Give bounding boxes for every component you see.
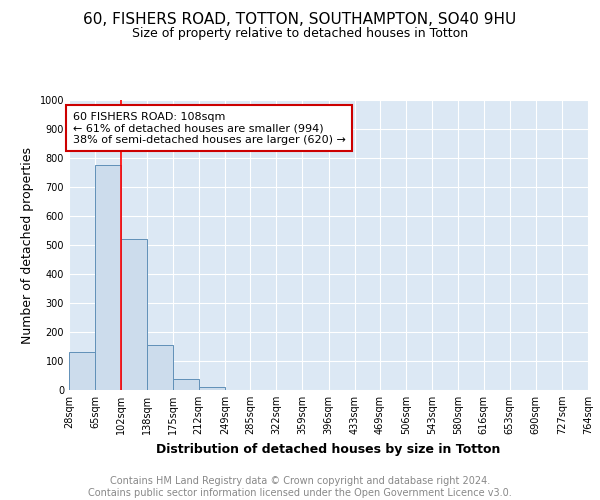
Text: 60, FISHERS ROAD, TOTTON, SOUTHAMPTON, SO40 9HU: 60, FISHERS ROAD, TOTTON, SOUTHAMPTON, S… (83, 12, 517, 28)
Bar (199, 386, 225, 390)
Y-axis label: Number of detached properties: Number of detached properties (21, 146, 34, 344)
Bar (146, 345, 173, 390)
Text: Size of property relative to detached houses in Totton: Size of property relative to detached ho… (132, 28, 468, 40)
X-axis label: Distribution of detached houses by size in Totton: Distribution of detached houses by size … (157, 442, 500, 456)
Bar (121, 239, 146, 390)
Bar (173, 379, 199, 390)
Text: 60 FISHERS ROAD: 108sqm
← 61% of detached houses are smaller (994)
38% of semi-d: 60 FISHERS ROAD: 108sqm ← 61% of detache… (73, 112, 346, 145)
Bar (69, 352, 95, 390)
Text: Contains HM Land Registry data © Crown copyright and database right 2024.
Contai: Contains HM Land Registry data © Crown c… (88, 476, 512, 498)
Bar (95, 166, 121, 390)
